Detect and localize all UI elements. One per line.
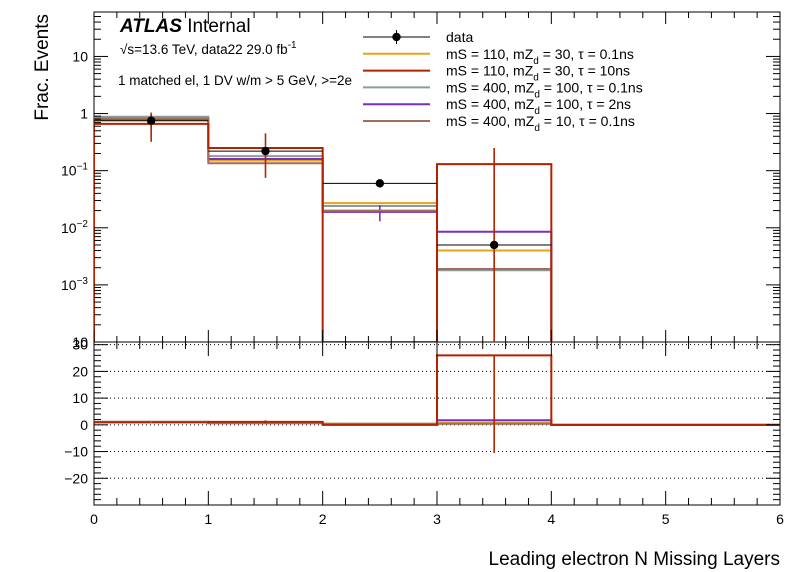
legend-label-0: mS = 110, mZd = 30, τ = 0.1ns xyxy=(446,46,634,67)
ratio-ytick-label-2: 0 xyxy=(80,417,88,433)
top-panel-content xyxy=(94,112,553,342)
xtick-label-1: 1 xyxy=(204,511,212,527)
ratio-ytick-label-0: −20 xyxy=(64,470,88,486)
legend-item-series-2: mS = 400, mZd = 100, τ = 0.1ns xyxy=(363,79,643,100)
energy-label: √s=13.6 TeV, data22 29.0 fb-1 xyxy=(120,40,297,57)
top-ytick-label-1: 10−2 xyxy=(61,219,88,236)
ratio-ytick-label-3: 10 xyxy=(72,390,88,406)
top-ylabel: Frac. Events xyxy=(32,14,53,121)
ratio-ytick-label-4: 20 xyxy=(72,363,88,379)
top-ytick-label-3: 1 xyxy=(80,106,88,122)
atlas-label: ATLAS Internal xyxy=(119,16,251,37)
top-ytick-label-2: 10−1 xyxy=(61,162,88,179)
legend-label-2: mS = 400, mZd = 100, τ = 0.1ns xyxy=(446,79,643,100)
series-1-hist xyxy=(94,122,553,342)
ratio-series-4 xyxy=(94,354,780,426)
ratio-ytick-label-1: −10 xyxy=(64,444,88,460)
legend-item-series-3: mS = 400, mZd = 100, τ = 2ns xyxy=(363,96,631,117)
top-ytick-label-0: 10−3 xyxy=(61,276,88,293)
data-point-0 xyxy=(146,116,156,125)
xtick-label-3: 3 xyxy=(433,511,441,527)
selection-label: 1 matched el, 1 DV w/m > 5 GeV, >=2e xyxy=(118,73,352,88)
xtick-label-2: 2 xyxy=(319,511,327,527)
legend-item-series-1: mS = 110, mZd = 30, τ = 10ns xyxy=(363,63,630,84)
data-point-3 xyxy=(489,240,499,250)
xtick-label-6: 6 xyxy=(776,511,784,527)
legend-label-1: mS = 110, mZd = 30, τ = 10ns xyxy=(446,63,630,84)
legend-item-series-4: mS = 400, mZd = 10, τ = 0.1ns xyxy=(363,113,635,134)
ratio-ytick-label-5: 30 xyxy=(72,337,88,353)
legend-label-4: mS = 400, mZd = 10, τ = 0.1ns xyxy=(446,113,635,134)
xtick-label-0: 0 xyxy=(90,511,98,527)
legend-item-series-0: mS = 110, mZd = 30, τ = 0.1ns xyxy=(363,46,634,67)
xtick-label-4: 4 xyxy=(547,511,555,527)
legend-data-label: data xyxy=(446,29,473,45)
data-point-1 xyxy=(261,146,270,156)
top-ytick-label-cut: 10 xyxy=(72,334,88,350)
data-point-2 xyxy=(375,179,385,188)
ratio-panel-content xyxy=(94,344,780,479)
top-ytick-label-4: 10 xyxy=(72,48,88,64)
legend-label-3: mS = 400, mZd = 100, τ = 2ns xyxy=(446,96,631,117)
legend-item-data: data xyxy=(363,29,473,45)
xlabel: Leading electron N Missing Layers xyxy=(489,549,781,570)
xtick-label-5: 5 xyxy=(662,511,670,527)
legend-data-marker xyxy=(392,32,401,42)
